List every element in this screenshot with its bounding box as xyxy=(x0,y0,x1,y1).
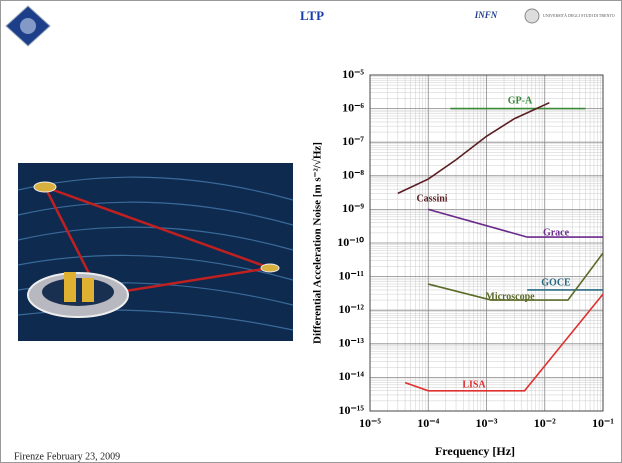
y-tick-label: 10⁻⁶ xyxy=(342,100,364,114)
series-label: LISA xyxy=(462,379,486,390)
series-label: Microscope xyxy=(485,291,535,302)
infn-logo: INFN xyxy=(474,10,498,20)
x-tick-label: 10⁻⁵ xyxy=(359,416,381,430)
y-tick-label: 10⁻¹⁵ xyxy=(338,403,364,417)
series-label: Cassini xyxy=(416,193,447,204)
slide-title: LTP xyxy=(300,8,324,23)
x-tick-label: 10⁻¹ xyxy=(592,416,614,430)
y-tick-label: 10⁻⁷ xyxy=(342,134,364,148)
y-tick-label: 10⁻¹³ xyxy=(338,336,364,350)
series-label: GP-A xyxy=(508,95,533,106)
lisa-illustration xyxy=(18,163,293,341)
y-tick-label: 10⁻⁹ xyxy=(342,201,364,215)
y-tick-label: 10⁻⁸ xyxy=(342,168,364,182)
y-tick-label: 10⁻⁵ xyxy=(342,67,364,81)
university-seal xyxy=(525,9,539,23)
slide-footer: Firenze February 23, 2009 xyxy=(14,451,120,462)
y-tick-label: 10⁻¹¹ xyxy=(338,268,364,282)
x-axis-label: Frequency [Hz] xyxy=(435,444,515,458)
university-logo: UNIVERSITÀ DEGLI STUDI DI TRENTO xyxy=(543,13,615,18)
x-tick-label: 10⁻³ xyxy=(476,416,498,430)
chart: 10⁻⁵ 10⁻⁴ 10⁻³ 10⁻² 10⁻¹ 10⁻¹⁵ 10⁻¹⁴ 10⁻¹³ 10⁻¹²… xyxy=(337,67,614,430)
x-tick-label: 10⁻⁴ xyxy=(417,416,439,430)
y-tick-label: 10⁻¹⁴ xyxy=(338,369,364,383)
slide: LTP INFN UNIVERSITÀ DEGLI STUDI DI TRENT… xyxy=(0,0,622,463)
y-axis-label: Differential Acceleration Noise [m s⁻²/√… xyxy=(312,142,324,344)
series-label: Grace xyxy=(543,227,570,238)
x-tick-label: 10⁻² xyxy=(534,416,556,430)
series-label: GOCE xyxy=(541,277,571,288)
y-tick-label: 10⁻¹⁰ xyxy=(337,235,364,249)
y-tick-label: 10⁻¹² xyxy=(338,302,364,316)
